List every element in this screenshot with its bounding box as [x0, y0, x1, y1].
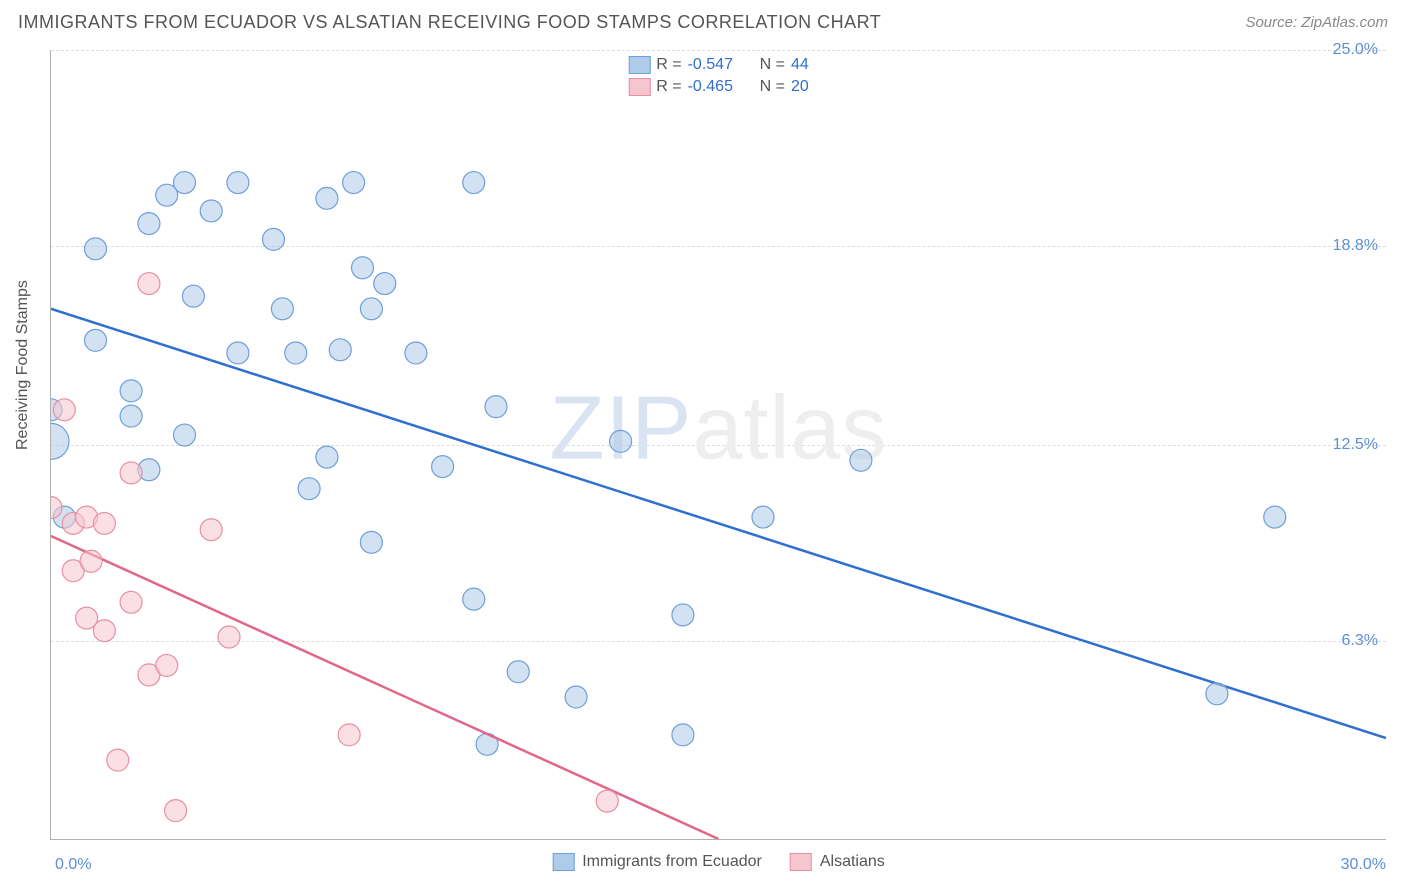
x-axis-max-label: 30.0%	[1341, 856, 1386, 874]
series-swatch	[628, 56, 650, 74]
header: IMMIGRANTS FROM ECUADOR VS ALSATIAN RECE…	[0, 0, 1406, 41]
x-axis-min-label: 0.0%	[55, 856, 91, 874]
scatter-plot	[51, 50, 1386, 839]
series-legend-label: Immigrants from Ecuador	[582, 853, 762, 871]
correlation-legend-row: R = -0.547N = 44	[622, 54, 814, 76]
series-swatch	[628, 78, 650, 96]
correlation-legend-row: R = -0.465N = 20	[622, 76, 814, 98]
chart-title: IMMIGRANTS FROM ECUADOR VS ALSATIAN RECE…	[18, 12, 881, 33]
series-swatch	[552, 853, 574, 871]
y-axis-label: Receiving Food Stamps	[14, 280, 32, 450]
series-legend: Immigrants from Ecuador Alsatians	[552, 853, 885, 871]
correlation-legend: R = -0.547N = 44R = -0.465N = 20	[622, 54, 814, 98]
series-swatch	[790, 853, 812, 871]
series-legend-label: Alsatians	[820, 853, 885, 871]
source-attribution: Source: ZipAtlas.com	[1245, 14, 1388, 31]
series-legend-item: Alsatians	[790, 853, 885, 871]
chart-area: ZIPatlas 6.3%12.5%18.8%25.0% R = -0.547N…	[50, 50, 1386, 840]
series-legend-item: Immigrants from Ecuador	[552, 853, 762, 871]
